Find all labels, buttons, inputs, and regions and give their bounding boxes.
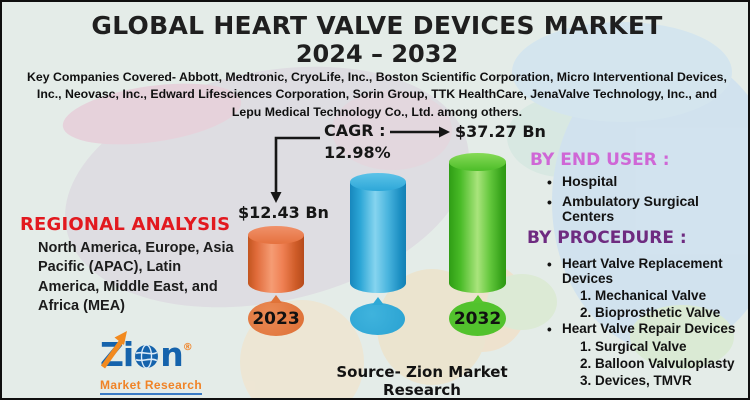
- procedure-subitem: 3. Devices, TMVR: [580, 372, 692, 388]
- logo-wordmark: Zi n®: [100, 331, 220, 374]
- bullet-icon: •: [547, 322, 552, 338]
- bar-2023-top: [248, 226, 304, 244]
- procedure-subitem: 2. Bioprosthetic Valve: [580, 305, 721, 321]
- by-procedure-heading: BY PROCEDURE :: [527, 228, 687, 248]
- procedure-list: • Heart Valve Replacement Devices 1. Mec…: [547, 256, 739, 389]
- regional-analysis-heading: REGIONAL ANALYSIS: [20, 214, 231, 235]
- procedure-subitems: 1. Mechanical Valve 2. Bioprosthetic Val…: [562, 288, 739, 320]
- procedure-subitem: 1. Mechanical Valve: [580, 288, 707, 304]
- procedure-subitem: 1. Surgical Valve: [580, 338, 687, 354]
- value-label-2023: $12.43 Bn: [238, 203, 329, 222]
- bar-2032-body: [449, 162, 506, 293]
- year-badge-mid: [350, 297, 405, 335]
- bar-2023-cylinder: [248, 226, 304, 293]
- value-label-2032: $37.27 Bn: [455, 122, 546, 141]
- end-user-item: • Ambulatory Surgical Centers: [547, 192, 699, 225]
- registered-mark: ®: [182, 342, 193, 353]
- regional-analysis-text: North America, Europe, Asia Pacific (APA…: [38, 240, 234, 314]
- procedure-subitems: 1. Surgical Valve 2. Balloon Valvuloplas…: [562, 339, 739, 388]
- end-user-list: • Hospital • Ambulatory Surgical Centers: [547, 173, 732, 229]
- bar-2023-body: [248, 235, 304, 293]
- procedure-subitem: 2. Balloon Valvuloplasty: [580, 355, 735, 371]
- year-badge-2032: 2032: [449, 295, 506, 336]
- logo-text-start: Zi: [100, 335, 134, 374]
- procedure-item: • Heart Valve Replacement Devices 1. Mec…: [547, 256, 739, 320]
- page-title-line2: 2024 – 2032: [295, 40, 459, 68]
- logo-text-end: n: [160, 335, 183, 374]
- by-end-user-heading: BY END USER :: [530, 150, 670, 170]
- cagr-value: 12.98%: [324, 143, 391, 162]
- bar-mid-body: [350, 182, 406, 293]
- logo-subtitle: Market Research: [100, 378, 203, 395]
- bar-2032-cylinder: [449, 153, 506, 293]
- bullet-icon: •: [547, 257, 552, 272]
- bar-mid-top: [350, 173, 406, 191]
- bullet-icon: •: [547, 174, 552, 190]
- page-title-line1: GLOBAL HEART VALVE DEVICES MARKET: [91, 11, 663, 40]
- bullet-icon: •: [547, 193, 552, 210]
- year-2023-label: 2023: [252, 308, 300, 329]
- badge-tip: [471, 295, 484, 303]
- year-2032-label: 2032: [453, 308, 502, 329]
- end-user-item: • Hospital: [547, 173, 618, 190]
- source-attribution: Source- Zion Market Research: [336, 363, 508, 399]
- bar-2032-top: [449, 153, 506, 171]
- key-companies-text: Key Companies Covered- Abbott, Medtronic…: [27, 70, 727, 119]
- year-badge-2023: 2023: [248, 295, 304, 336]
- zion-market-research-logo: Zi n® Market Research: [100, 331, 220, 395]
- badge-tip: [270, 295, 282, 303]
- globe-icon: [134, 341, 159, 374]
- badge-tip: [371, 297, 384, 305]
- bar-mid-cylinder: [350, 173, 406, 293]
- cagr-label: CAGR :: [324, 121, 386, 140]
- procedure-item: • Heart Valve Repair Devices 1. Surgical…: [547, 321, 739, 387]
